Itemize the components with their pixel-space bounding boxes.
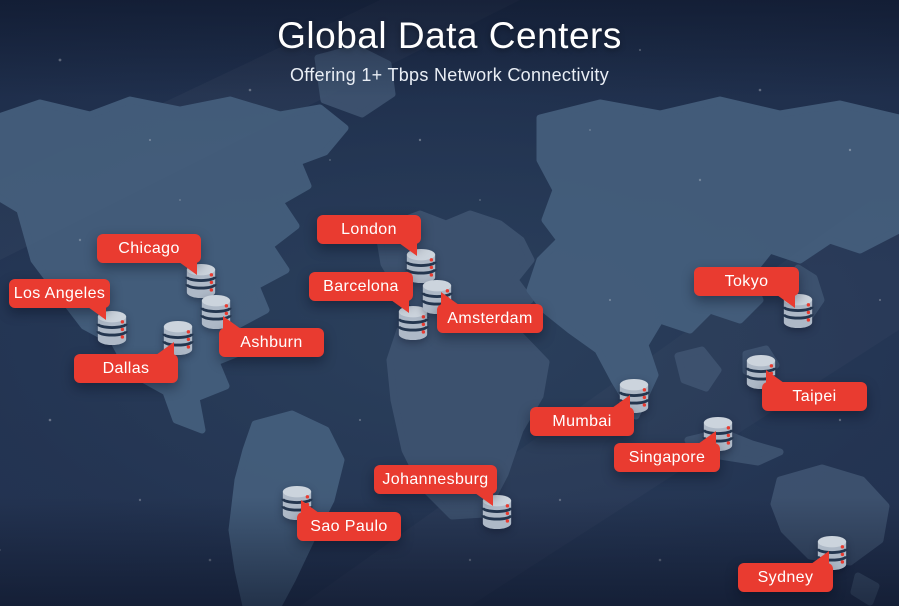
city-badge-label: Tokyo — [724, 272, 769, 290]
city-badge-label: London — [341, 220, 397, 238]
city-badge-london[interactable]: London — [317, 215, 421, 256]
city-badge-label: Los Angeles — [13, 284, 106, 302]
city-badge-label: Singapore — [628, 448, 706, 466]
city-badge-label: Ashburn — [240, 333, 303, 351]
city-badge-sydney[interactable]: Sydney — [738, 551, 833, 592]
page-subtitle: Offering 1+ Tbps Network Connectivity — [289, 65, 610, 86]
city-badge-chicago[interactable]: Chicago — [97, 234, 201, 275]
city-badge-label: Amsterdam — [447, 309, 533, 327]
city-badge-label: Sydney — [757, 568, 814, 586]
header: Global Data Centers Offering 1+ Tbps Net… — [0, 14, 899, 86]
city-badge-label: Dallas — [102, 359, 150, 377]
city-badge-johannesburg[interactable]: Johannesburg — [374, 465, 497, 506]
city-badge-label: Barcelona — [323, 277, 399, 295]
city-badge-label: Taipei — [792, 387, 837, 405]
city-badge-dallas[interactable]: Dallas — [74, 342, 178, 383]
city-badge-label: Sao Paulo — [310, 517, 388, 535]
city-badge-ashburn[interactable]: Ashburn — [219, 316, 324, 357]
city-badge-singapore[interactable]: Singapore — [614, 431, 720, 472]
city-badge-amsterdam[interactable]: Amsterdam — [437, 292, 543, 333]
city-badge-label: Mumbai — [552, 412, 612, 430]
city-badge-tokyo[interactable]: Tokyo — [694, 267, 799, 308]
city-badge-label: Johannesburg — [382, 470, 489, 488]
city-badge-barcelona[interactable]: Barcelona — [309, 272, 413, 313]
city-badge-sao-paulo[interactable]: Sao Paulo — [297, 500, 401, 541]
city-badge-taipei[interactable]: Taipei — [762, 370, 867, 411]
page-title: Global Data Centers — [277, 15, 622, 56]
city-badge-mumbai[interactable]: Mumbai — [530, 395, 634, 436]
city-badge-label: Chicago — [118, 239, 180, 257]
city-badge-los-angeles[interactable]: Los Angeles — [9, 279, 110, 320]
